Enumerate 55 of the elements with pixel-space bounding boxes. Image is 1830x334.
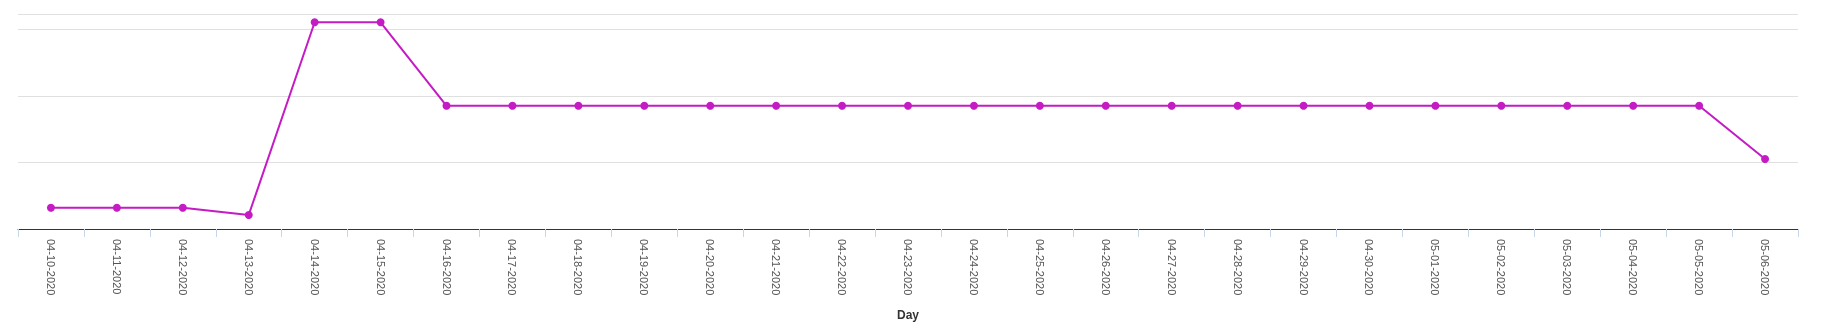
x-tick-label: 04-25-2020	[1033, 239, 1046, 296]
point	[772, 101, 781, 110]
point	[1167, 101, 1176, 110]
x-tick-label: 04-13-2020	[242, 239, 255, 296]
x-tick-label: 04-28-2020	[1231, 239, 1244, 296]
x-tick-label: 04-20-2020	[704, 239, 717, 296]
point	[442, 101, 451, 110]
point	[1563, 101, 1572, 110]
x-tick-label: 04-10-2020	[44, 239, 57, 296]
point	[1035, 101, 1044, 110]
point	[46, 203, 55, 212]
x-tick-label: 04-29-2020	[1297, 239, 1310, 296]
point	[904, 101, 912, 110]
point	[376, 18, 385, 27]
point	[244, 210, 253, 219]
point	[1761, 154, 1770, 163]
point	[706, 101, 715, 110]
x-tick-label: 04-14-2020	[308, 239, 321, 296]
x-tick-label: 04-16-2020	[440, 239, 453, 296]
point	[838, 101, 847, 110]
point	[1299, 101, 1308, 110]
point	[969, 101, 978, 110]
point	[1497, 101, 1506, 110]
x-tick-label: 04-19-2020	[638, 239, 651, 296]
point	[1365, 101, 1374, 110]
point	[1233, 101, 1242, 110]
x-tick-label: 05-01-2020	[1429, 239, 1442, 296]
x-tick-label: 04-21-2020	[770, 239, 783, 296]
point	[178, 203, 187, 212]
x-axis-title: Day	[896, 308, 920, 322]
x-tick-label: 04-18-2020	[572, 239, 585, 296]
point	[574, 101, 583, 110]
x-tick-label: 04-23-2020	[902, 239, 914, 296]
point	[1431, 101, 1440, 110]
x-tick-label: 04-24-2020	[967, 239, 980, 296]
point	[1629, 101, 1638, 110]
x-tick-label: 05-05-2020	[1693, 239, 1706, 296]
point	[310, 18, 319, 27]
point	[1101, 101, 1110, 110]
point	[508, 101, 517, 110]
point	[640, 101, 649, 110]
point	[1695, 101, 1704, 110]
x-tick-label: 04-27-2020	[1165, 239, 1178, 296]
x-tick-label: 04-30-2020	[1363, 239, 1376, 296]
x-tick-label: 04-11-2020	[110, 239, 123, 295]
x-tick-label: 05-02-2020	[1495, 239, 1508, 296]
point	[112, 203, 121, 212]
x-tick-label: 04-12-2020	[176, 239, 189, 296]
x-tick-label: 05-04-2020	[1627, 239, 1640, 296]
x-tick-label: 04-26-2020	[1099, 239, 1112, 296]
x-tick-label: 04-15-2020	[374, 239, 387, 296]
x-tick-label: 05-06-2020	[1759, 239, 1772, 296]
x-tick-label: 05-03-2020	[1561, 239, 1574, 296]
x-tick-label: 04-22-2020	[836, 239, 849, 296]
x-tick-label: 04-17-2020	[506, 239, 519, 296]
